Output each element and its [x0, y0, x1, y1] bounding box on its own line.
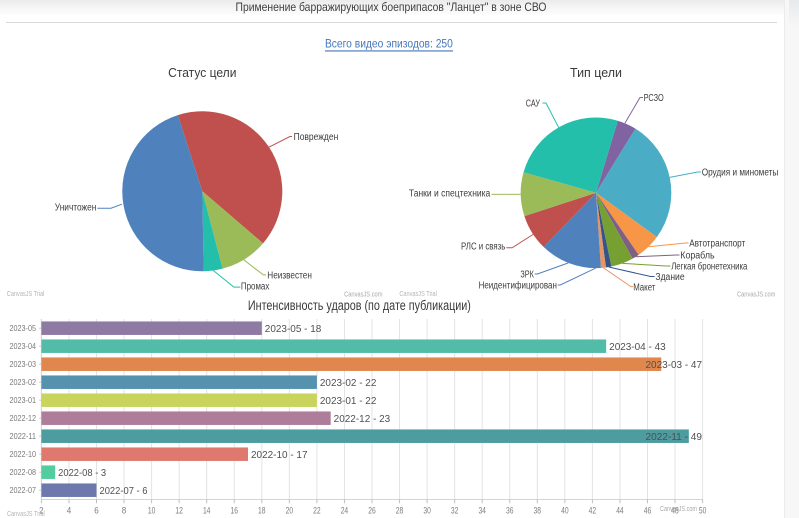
svg-text:18: 18 — [258, 506, 266, 517]
svg-text:34: 34 — [478, 506, 486, 517]
svg-text:32: 32 — [451, 506, 459, 517]
svg-text:12: 12 — [175, 506, 183, 517]
svg-text:Танки и спецтехника: Танки и спецтехника — [409, 189, 491, 200]
svg-text:16: 16 — [231, 506, 239, 517]
svg-text:44: 44 — [616, 506, 624, 517]
svg-text:Здание: Здание — [655, 272, 685, 283]
svg-text:2022-12: 2022-12 — [10, 413, 37, 423]
svg-text:14: 14 — [203, 506, 211, 517]
svg-text:50: 50 — [699, 506, 707, 517]
svg-text:22: 22 — [313, 506, 321, 517]
svg-text:2022-10 - 17: 2022-10 - 17 — [251, 449, 308, 461]
svg-text:Корабль: Корабль — [680, 250, 714, 262]
svg-text:8: 8 — [122, 506, 127, 517]
svg-text:6: 6 — [94, 506, 99, 517]
svg-text:Автотранспорт: Автотранспорт — [689, 238, 745, 249]
svg-text:CanvasJS Trial: CanvasJS Trial — [7, 289, 45, 298]
svg-text:24: 24 — [341, 506, 349, 517]
svg-text:48: 48 — [671, 506, 679, 517]
svg-text:Поврежден: Поврежден — [294, 132, 339, 143]
svg-text:2023-03 - 47: 2023-03 - 47 — [646, 359, 703, 371]
svg-text:Всего видео эпизодов: 250: Всего видео эпизодов: 250 — [325, 37, 453, 51]
svg-text:46: 46 — [644, 506, 652, 517]
svg-text:Применение барражирующих боепр: Применение барражирующих боеприпасов "Ла… — [236, 0, 547, 14]
svg-text:2023-02 - 22: 2023-02 - 22 — [320, 377, 377, 389]
svg-text:Макет: Макет — [633, 282, 656, 293]
svg-text:2022-08: 2022-08 — [10, 467, 37, 477]
svg-text:2022-07: 2022-07 — [10, 485, 37, 495]
svg-text:Неидентифицирован: Неидентифицирован — [479, 280, 557, 292]
svg-text:10: 10 — [148, 506, 156, 517]
svg-text:2023-04: 2023-04 — [10, 341, 37, 351]
svg-text:Интенсивность ударов (по дате: Интенсивность ударов (по дате публикации… — [248, 298, 471, 313]
svg-text:2023-05 - 18: 2023-05 - 18 — [265, 323, 322, 335]
svg-text:Уничтожен: Уничтожен — [55, 203, 97, 214]
svg-text:36: 36 — [506, 506, 514, 517]
svg-text:CanvasJS Trial: CanvasJS Trial — [7, 509, 45, 518]
svg-text:2022-07 - 6: 2022-07 - 6 — [100, 485, 148, 497]
svg-text:2: 2 — [39, 506, 44, 517]
svg-text:2022-12 - 23: 2022-12 - 23 — [334, 413, 391, 425]
svg-text:ЗРК: ЗРК — [520, 270, 534, 281]
svg-text:2023-02: 2023-02 — [10, 377, 37, 387]
svg-text:Орудия и минометы: Орудия и минометы — [702, 168, 779, 179]
svg-text:Статус цели: Статус цели — [168, 65, 236, 80]
svg-text:Тип цели: Тип цели — [570, 65, 622, 80]
svg-text:4: 4 — [67, 506, 72, 517]
svg-text:2022-08 - 3: 2022-08 - 3 — [58, 467, 106, 479]
svg-text:2022-11: 2022-11 — [10, 431, 37, 441]
svg-text:Неизвестен: Неизвестен — [267, 270, 312, 281]
svg-text:CanvasJS.com: CanvasJS.com — [737, 290, 775, 299]
svg-text:РСЗО: РСЗО — [644, 93, 664, 104]
svg-text:26: 26 — [368, 506, 376, 517]
svg-text:САУ: САУ — [526, 99, 541, 110]
svg-text:38: 38 — [534, 506, 542, 517]
svg-text:2023-01 - 22: 2023-01 - 22 — [320, 395, 377, 407]
svg-text:2023-04 - 43: 2023-04 - 43 — [609, 341, 666, 353]
svg-text:Легкая бронетехника: Легкая бронетехника — [671, 261, 748, 273]
svg-text:42: 42 — [589, 506, 597, 517]
svg-text:2022-10: 2022-10 — [10, 449, 37, 459]
svg-text:CanvasJS.com: CanvasJS.com — [660, 504, 697, 513]
svg-text:20: 20 — [286, 506, 294, 517]
svg-text:2022-11 - 49: 2022-11 - 49 — [646, 431, 703, 443]
svg-text:CanvasJS.com: CanvasJS.com — [344, 290, 382, 299]
svg-text:30: 30 — [423, 506, 431, 517]
svg-text:Промах: Промах — [241, 282, 269, 293]
svg-text:28: 28 — [396, 506, 404, 517]
svg-text:40: 40 — [561, 506, 569, 517]
svg-text:CanvasJS Trial: CanvasJS Trial — [399, 289, 437, 298]
svg-text:2023-01: 2023-01 — [10, 395, 37, 405]
svg-text:2023-05: 2023-05 — [10, 323, 37, 333]
svg-text:РЛС и связь: РЛС и связь — [461, 241, 505, 252]
svg-text:2023-03: 2023-03 — [10, 359, 37, 369]
